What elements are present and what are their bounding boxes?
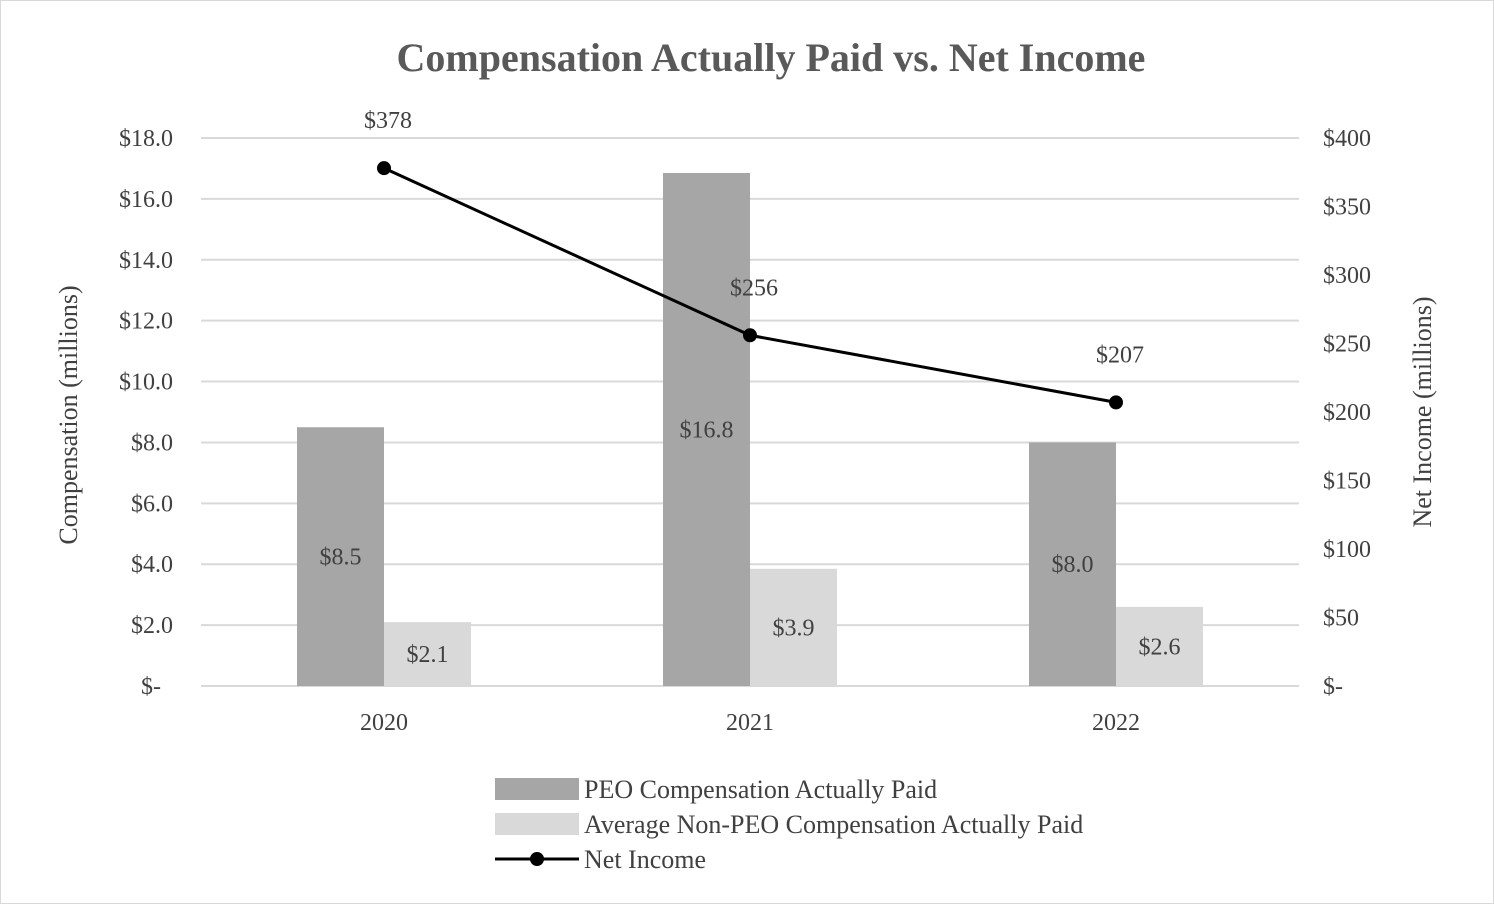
x-tick-label-2022: 2022: [1092, 710, 1140, 736]
y-right-tick-label: $400: [1323, 126, 1371, 152]
y-left-tick-label: $18.0: [119, 126, 173, 152]
y-right-tick-label: $150: [1323, 469, 1371, 495]
legend-swatch-0: [495, 778, 579, 800]
x-tick-label-2020: 2020: [360, 710, 408, 736]
bars-layer: [297, 173, 1203, 686]
net-income-point-2020: [377, 161, 391, 176]
bar-data-label: $3.9: [773, 615, 815, 641]
y-left-tick-label: $6.0: [131, 491, 173, 517]
bar-non-peo-2021: [750, 568, 837, 686]
y-left-tick-label: $16.0: [119, 187, 173, 213]
y-right-tick-label: $300: [1323, 263, 1371, 289]
legend-label-0: PEO Compensation Actually Paid: [584, 775, 937, 804]
y-left-tick-label: $-: [141, 674, 161, 700]
legend-label-1: Average Non-PEO Compensation Actually Pa…: [584, 810, 1083, 839]
net-income-data-label: $256: [730, 275, 778, 301]
net-income-data-label: $378: [364, 108, 412, 134]
y-right-tick-label: $-: [1323, 674, 1343, 700]
labels-layer: $8.5 $16.8 $8.0 $2.1 $3.9 $2.6 $378 $256 $207: [320, 108, 1181, 668]
y-left-tick-label: $4.0: [131, 552, 173, 578]
net-income-data-label: $207: [1096, 342, 1144, 368]
y-right-tick-label: $350: [1323, 195, 1371, 221]
y-axis-left-label: Compensation (millions): [54, 285, 83, 544]
net-income-point-2022: [1109, 395, 1123, 410]
bar-data-label: $16.8: [680, 418, 734, 444]
y-right-tick-label: $250: [1323, 332, 1371, 358]
bar-non-peo-2022: [1116, 606, 1203, 686]
legend-swatch-marker: [530, 852, 544, 866]
legend-layer: PEO Compensation Actually Paid Average No…: [495, 775, 1083, 874]
y-left-tick-label: $12.0: [119, 309, 173, 335]
bar-peo-2022: [1029, 442, 1116, 686]
y-right-tick-label: $100: [1323, 537, 1371, 563]
bar-non-peo-2020: [384, 622, 471, 686]
bar-data-label: $2.1: [407, 642, 449, 668]
bar-data-label: $2.6: [1139, 634, 1181, 660]
y-left-tick-label: $10.0: [119, 370, 173, 396]
y-left-tick-label: $14.0: [119, 248, 173, 274]
y-right-tick-label: $200: [1323, 400, 1371, 426]
bar-data-label: $8.5: [320, 545, 362, 571]
bar-peo-2021: [663, 173, 750, 686]
line-layer: [377, 161, 1123, 410]
legend-label-2: Net Income: [584, 845, 706, 874]
y-axis-right-label: Net Income (millions): [1408, 296, 1437, 527]
y-right-tick-label: $50: [1323, 606, 1359, 632]
y-left-tick-label: $2.0: [131, 613, 173, 639]
bar-peo-2020: [297, 427, 384, 686]
bar-data-label: $8.0: [1052, 552, 1094, 578]
y-left-tick-label: $8.0: [131, 430, 173, 456]
x-tick-label-2021: 2021: [726, 710, 774, 736]
net-income-point-2021: [743, 328, 757, 343]
legend-swatch-1: [495, 813, 579, 835]
chart-title: Compensation Actually Paid vs. Net Incom…: [397, 35, 1146, 80]
